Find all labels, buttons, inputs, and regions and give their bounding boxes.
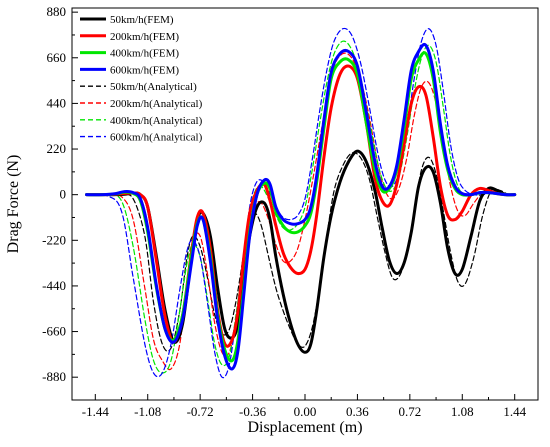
legend-label: 600km/h(FEM)	[110, 64, 179, 76]
x-tick-label: 0.00	[294, 404, 317, 419]
legend-label: 200km/h(FEM)	[110, 31, 179, 43]
y-tick-label: -440	[42, 278, 66, 293]
series-line-600km-h-fem	[85, 42, 517, 371]
series-line-600km-h-analytical	[85, 27, 516, 379]
legend-label: 200km/h(Analytical)	[110, 98, 203, 110]
x-axis-title: Displacement (m)	[247, 419, 362, 436]
x-tick-label: -1.08	[134, 404, 161, 419]
y-tick-label: -220	[42, 232, 66, 247]
x-tick-label: -1.44	[82, 404, 110, 419]
y-axis-title: Drag Force (N)	[5, 155, 22, 254]
y-tick-label: 440	[47, 95, 67, 110]
series-line-50km-h-analytical	[85, 152, 516, 352]
legend-label: 50km/h(FEM)	[110, 14, 174, 26]
x-tick-label: 0.72	[398, 404, 421, 419]
y-tick-label: -660	[42, 324, 66, 339]
y-tick-label: 880	[47, 4, 67, 19]
x-axis: -1.44 -1.08 -0.72 -0.36 0.00 0.36 0.72 1.08 1.44	[82, 394, 527, 419]
y-tick-label: 220	[47, 141, 67, 156]
legend-label: 400km/h(Analytical)	[110, 115, 203, 127]
legend-label: 50km/h(Analytical)	[110, 81, 197, 93]
y-tick-label: -880	[42, 369, 66, 384]
legend-label: 400km/h(FEM)	[110, 48, 179, 60]
x-tick-label: -0.72	[187, 404, 214, 419]
x-tick-label: -0.36	[239, 404, 267, 419]
y-tick-label: 660	[47, 50, 67, 65]
x-tick-label: 0.36	[346, 404, 369, 419]
y-axis: 880 660 440 220 0 -220 -440 -660 -880	[42, 4, 78, 384]
y-tick-label: 0	[60, 187, 67, 202]
x-tick-label: 1.08	[451, 404, 474, 419]
x-tick-label: 1.44	[503, 404, 526, 419]
legend: 50km/h(FEM) 200km/h(FEM) 400km/h(FEM) 600km…	[80, 14, 203, 144]
legend-label: 600km/h(Analytical)	[110, 132, 203, 144]
series-line-400km-h-analytical	[85, 40, 516, 374]
series-layer	[85, 27, 517, 379]
